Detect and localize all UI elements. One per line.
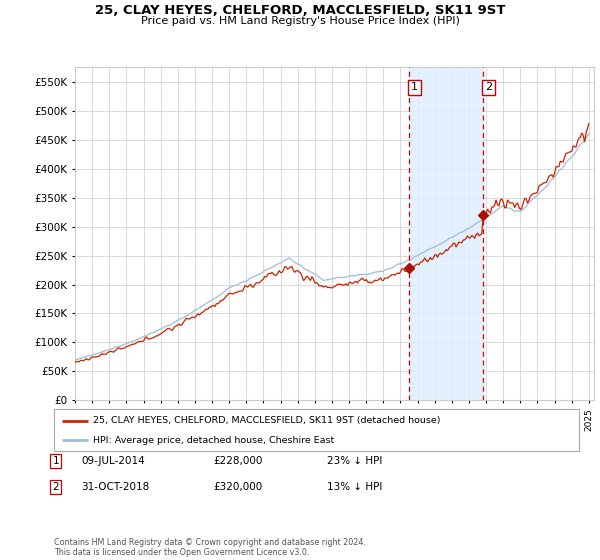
Text: 2: 2	[52, 482, 59, 492]
Text: 1: 1	[52, 456, 59, 466]
Text: 13% ↓ HPI: 13% ↓ HPI	[327, 482, 382, 492]
Text: 23% ↓ HPI: 23% ↓ HPI	[327, 456, 382, 466]
Text: Price paid vs. HM Land Registry's House Price Index (HPI): Price paid vs. HM Land Registry's House …	[140, 16, 460, 26]
Text: Contains HM Land Registry data © Crown copyright and database right 2024.
This d: Contains HM Land Registry data © Crown c…	[54, 538, 366, 557]
Text: £320,000: £320,000	[213, 482, 262, 492]
Bar	[409, 67, 483, 400]
Text: 2: 2	[485, 82, 492, 92]
Text: £228,000: £228,000	[213, 456, 262, 466]
Text: 09-JUL-2014: 09-JUL-2014	[81, 456, 145, 466]
Text: HPI: Average price, detached house, Cheshire East: HPI: Average price, detached house, Ches…	[94, 436, 335, 445]
Text: 31-OCT-2018: 31-OCT-2018	[81, 482, 149, 492]
Text: 1: 1	[411, 82, 418, 92]
Text: 25, CLAY HEYES, CHELFORD, MACCLESFIELD, SK11 9ST (detached house): 25, CLAY HEYES, CHELFORD, MACCLESFIELD, …	[94, 416, 441, 425]
Text: 25, CLAY HEYES, CHELFORD, MACCLESFIELD, SK11 9ST: 25, CLAY HEYES, CHELFORD, MACCLESFIELD, …	[95, 4, 505, 17]
